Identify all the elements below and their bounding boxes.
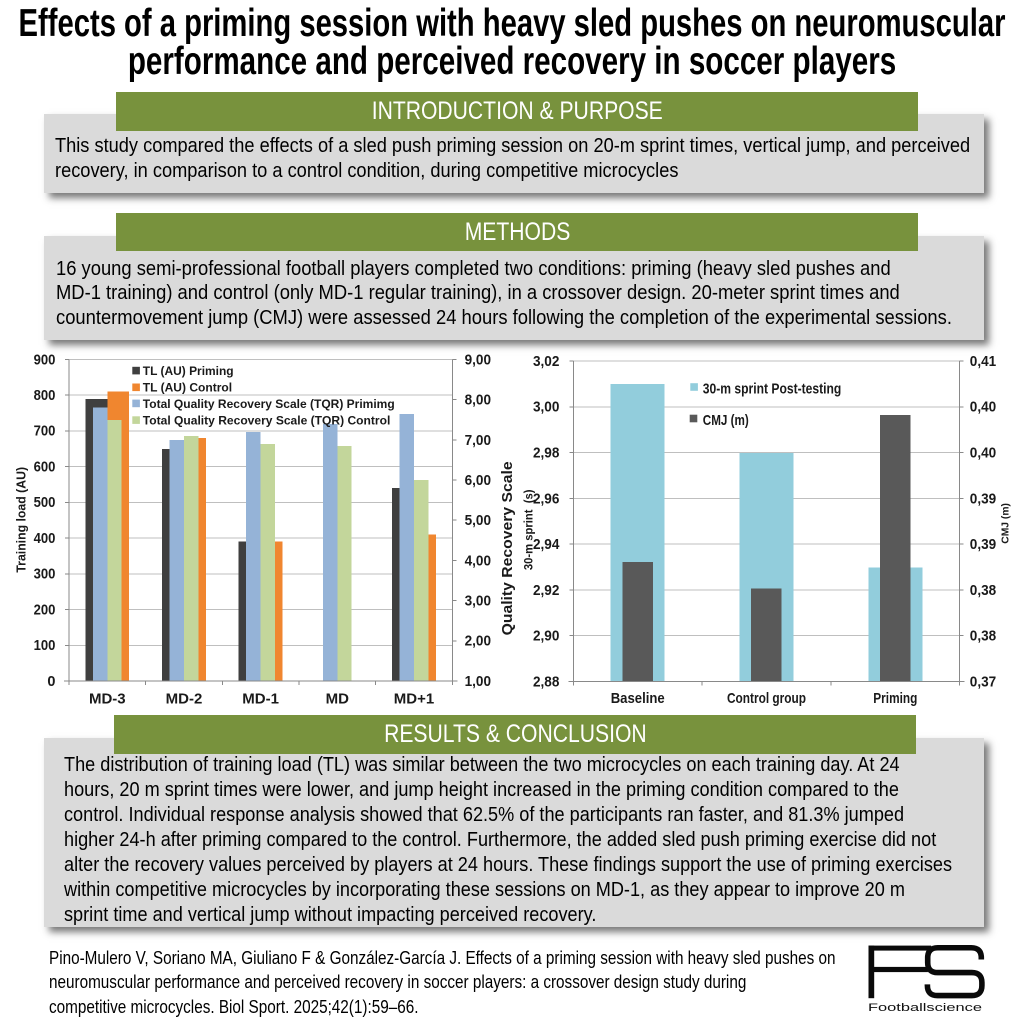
svg-text:CMJ (m): CMJ (m) — [703, 412, 749, 429]
svg-text:0,41: 0,41 — [970, 353, 996, 370]
svg-text:MD-2: MD-2 — [166, 691, 203, 708]
svg-text:TL (AU) Priming: TL (AU) Priming — [143, 364, 234, 378]
svg-text:MD-3: MD-3 — [89, 691, 126, 708]
svg-text:Priming: Priming — [873, 690, 917, 707]
svg-text:TL (AU) Control: TL (AU) Control — [143, 381, 232, 395]
svg-text:0,40: 0,40 — [970, 399, 996, 416]
svg-text:2,00: 2,00 — [465, 633, 491, 650]
svg-text:3,00: 3,00 — [533, 399, 559, 416]
svg-text:2,92: 2,92 — [533, 582, 559, 599]
svg-text:2,96: 2,96 — [533, 490, 559, 507]
svg-text:1,00: 1,00 — [465, 673, 491, 690]
svg-text:Quality Recovery Scale: Quality Recovery Scale — [499, 461, 516, 635]
svg-text:0,39: 0,39 — [970, 536, 996, 553]
svg-text:0,38: 0,38 — [970, 628, 996, 645]
svg-text:MD+1: MD+1 — [394, 691, 434, 708]
svg-text:3,02: 3,02 — [533, 353, 559, 370]
svg-text:2,90: 2,90 — [533, 628, 559, 645]
svg-text:0,37: 0,37 — [970, 673, 996, 690]
svg-text:6,00: 6,00 — [465, 472, 491, 489]
svg-text:500: 500 — [34, 495, 56, 511]
svg-text:400: 400 — [34, 531, 56, 547]
svg-text:100: 100 — [34, 638, 56, 654]
svg-text:MD: MD — [326, 691, 349, 708]
svg-text:300: 300 — [34, 567, 56, 583]
svg-text:900: 900 — [34, 352, 56, 368]
svg-text:5,00: 5,00 — [465, 512, 491, 529]
svg-text:Total Quality Recovery Scale (: Total Quality Recovery Scale (TQR) Contr… — [143, 414, 390, 428]
svg-text:3,00: 3,00 — [465, 593, 491, 610]
svg-text:2,98: 2,98 — [533, 445, 559, 462]
svg-text:Control group: Control group — [727, 690, 806, 707]
svg-text:2,88: 2,88 — [533, 673, 559, 690]
svg-text:9,00: 9,00 — [465, 351, 491, 368]
svg-text:CMJ (m): CMJ (m) — [999, 503, 1011, 544]
svg-text:700: 700 — [34, 424, 56, 440]
svg-text:200: 200 — [34, 602, 56, 618]
svg-text:Baseline: Baseline — [611, 690, 665, 707]
svg-text:Training load (AU): Training load (AU) — [14, 467, 29, 573]
svg-text:30-m sprint (s): 30-m sprint (s) — [524, 489, 536, 570]
svg-text:4,00: 4,00 — [465, 552, 491, 569]
svg-text:Total Quality Recovery Scale (: Total Quality Recovery Scale (TQR) Primi… — [143, 397, 395, 411]
svg-text:0,40: 0,40 — [970, 445, 996, 462]
svg-text:800: 800 — [34, 388, 56, 404]
svg-text:2,94: 2,94 — [533, 536, 560, 553]
svg-text:Footballscience: Footballscience — [868, 1002, 982, 1014]
svg-text:0,39: 0,39 — [970, 490, 996, 507]
svg-text:8,00: 8,00 — [465, 392, 491, 409]
svg-text:7,00: 7,00 — [465, 432, 491, 449]
svg-text:MD-1: MD-1 — [242, 691, 279, 708]
svg-text:0,38: 0,38 — [970, 582, 996, 599]
svg-text:600: 600 — [34, 460, 56, 476]
svg-text:30-m sprint Post-testing: 30-m sprint Post-testing — [703, 380, 842, 397]
svg-text:0: 0 — [47, 674, 55, 690]
